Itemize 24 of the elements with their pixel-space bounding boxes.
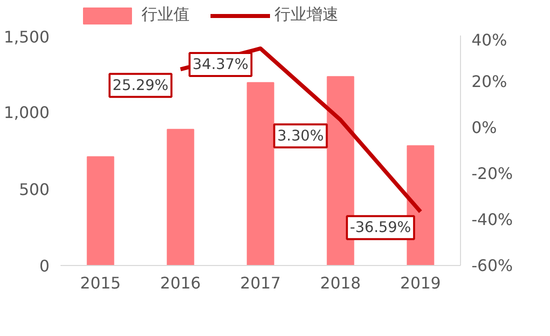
x-tick-label: 2017 [240, 274, 281, 292]
y2-tick-label: 0% [472, 118, 497, 137]
y2-tick-label: 20% [472, 72, 508, 91]
y-tick-label: 1,500 [4, 28, 50, 46]
x-tick-label: 2019 [400, 274, 441, 292]
x-tick-label: 2015 [80, 274, 121, 292]
y-tick-label: 500 [18, 180, 50, 199]
y-tick-label: 0 [39, 256, 50, 276]
y-tick-label: 1,000 [4, 103, 50, 122]
data-label: -36.59% [350, 219, 412, 236]
x-tick-label: 2018 [320, 274, 361, 292]
data-label: 3.30% [277, 127, 324, 144]
bar [166, 128, 194, 266]
data-label: 34.37% [192, 56, 249, 73]
y2-tick-label: 40% [472, 30, 508, 50]
x-tick-label: 2016 [160, 274, 201, 292]
bar [86, 156, 114, 266]
y2-tick-label: -40% [472, 210, 513, 229]
data-label: 25.29% [112, 76, 169, 94]
bar [246, 82, 274, 266]
legend-label: 行业值 [142, 4, 190, 26]
legend-label: 行业增速 [274, 4, 338, 26]
y2-tick-label: -20% [472, 164, 513, 183]
y2-tick-label: -60% [472, 256, 513, 275]
